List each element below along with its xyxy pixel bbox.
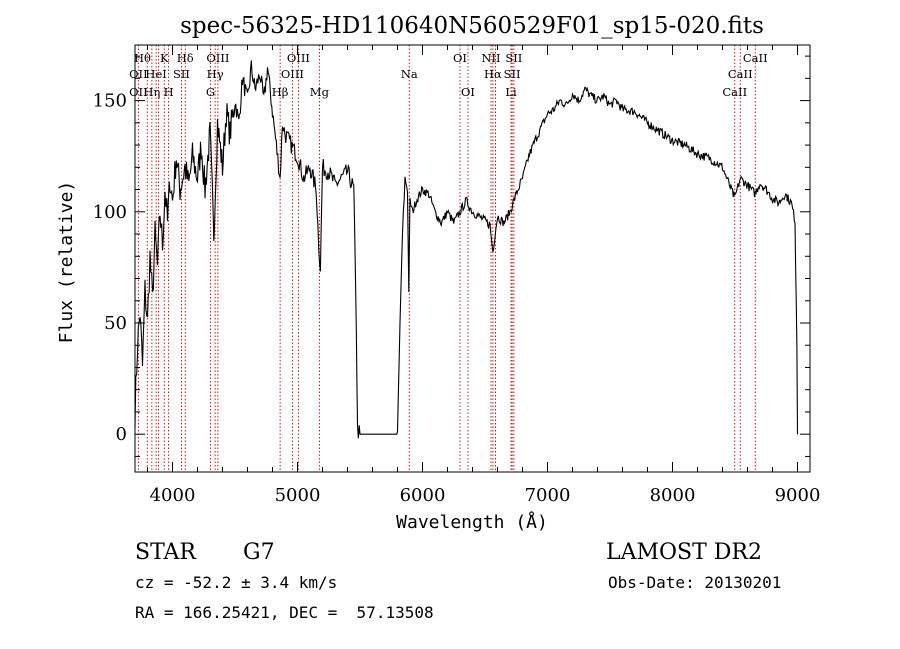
spectrum-line bbox=[134, 60, 799, 439]
line-label: Hα bbox=[484, 67, 502, 81]
line-label: NII bbox=[481, 51, 500, 65]
x-tick-label: 7000 bbox=[525, 485, 571, 506]
x-axis: 4000 5000 6000 7000 8000 9000 bbox=[147, 45, 821, 506]
coordinates-readout: RA = 166.25421, DEC = 57.13508 bbox=[135, 603, 434, 622]
line-label: OI bbox=[461, 85, 475, 99]
line-label: OII bbox=[129, 85, 148, 99]
line-label: CaII bbox=[728, 67, 753, 81]
y-tick-label: 150 bbox=[93, 91, 127, 112]
line-label: SII bbox=[173, 67, 190, 81]
x-tick-label: 5000 bbox=[275, 485, 321, 506]
line-label: HeI bbox=[145, 67, 166, 81]
line-label: Hη bbox=[143, 85, 160, 99]
line-label: OII bbox=[129, 67, 148, 81]
line-label: SII bbox=[504, 67, 521, 81]
line-label: OIII bbox=[287, 51, 310, 65]
x-tick-label: 4000 bbox=[150, 485, 196, 506]
line-label: Hδ bbox=[177, 51, 194, 65]
observation-date: Obs-Date: 20130201 bbox=[608, 573, 782, 592]
redshift-readout: cz = -52.2 ± 3.4 km/s bbox=[135, 573, 338, 592]
x-tick-label: 6000 bbox=[400, 485, 446, 506]
x-tick-label: 9000 bbox=[775, 485, 821, 506]
line-label: Li bbox=[505, 85, 517, 99]
line-label: SII bbox=[505, 51, 522, 65]
marker-lines bbox=[137, 45, 756, 472]
line-label: OI bbox=[453, 51, 467, 65]
spectral-subclass: G7 bbox=[243, 540, 275, 565]
y-tick-label: 100 bbox=[93, 202, 127, 223]
chart-title: spec-56325-HD110640N560529F01_sp15-020.f… bbox=[180, 13, 764, 39]
line-label: K bbox=[160, 51, 169, 65]
line-label: CaII bbox=[722, 85, 747, 99]
line-label: OIII bbox=[206, 51, 229, 65]
y-tick-label: 0 bbox=[116, 424, 127, 445]
line-label: Hθ bbox=[134, 51, 151, 65]
line-label: Na bbox=[401, 67, 418, 81]
line-label: OIII bbox=[281, 67, 304, 81]
line-label: Hγ bbox=[207, 67, 224, 81]
x-axis-label: Wavelength (Å) bbox=[396, 511, 548, 533]
object-class: STAR bbox=[135, 540, 196, 565]
x-tick-label: 8000 bbox=[650, 485, 696, 506]
line-label: G bbox=[206, 85, 215, 99]
line-label: CaII bbox=[743, 51, 768, 65]
survey-name: LAMOST DR2 bbox=[606, 540, 762, 565]
y-tick-label: 50 bbox=[104, 313, 127, 334]
line-label: Mg bbox=[310, 85, 330, 99]
line-label: Hβ bbox=[272, 85, 289, 99]
line-label: H bbox=[164, 85, 174, 99]
y-axis: 0 50 100 150 bbox=[93, 55, 810, 457]
y-axis-label: Flux (relative) bbox=[56, 181, 77, 344]
